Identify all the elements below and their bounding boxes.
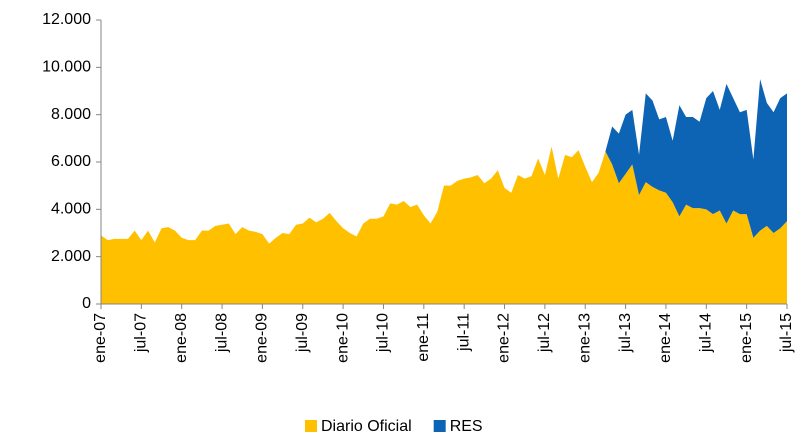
x-tick-label: ene-13	[576, 313, 593, 363]
y-tick-label: 2.000	[51, 248, 91, 265]
x-tick-label: jul-12	[536, 313, 553, 353]
x-tick-label: jul-10	[375, 313, 392, 353]
y-tick-label: 10.000	[42, 59, 91, 76]
legend-label: Diario Oficial	[321, 418, 412, 435]
x-tick-label: ene-14	[657, 313, 674, 363]
x-tick-label: ene-09	[254, 313, 271, 363]
x-tick-label: jul-09	[294, 313, 311, 353]
legend-swatch	[433, 420, 446, 432]
x-tick-label: ene-15	[738, 313, 755, 363]
y-tick-label: 4.000	[51, 201, 91, 218]
y-tick-label: 0	[82, 295, 91, 312]
x-tick-label: jul-13	[617, 313, 634, 353]
area	[101, 146, 787, 304]
legend-swatch	[305, 420, 317, 432]
x-tick-label: ene-12	[496, 313, 513, 363]
x-tick-label: ene-11	[415, 313, 432, 362]
x-tick-label: ene-07	[92, 313, 109, 363]
x-tick-label: ene-08	[173, 313, 190, 363]
x-tick-label: jul-07	[133, 313, 150, 353]
x-tick-label: jul-11	[455, 313, 472, 352]
x-tick-label: jul-15	[778, 313, 795, 353]
x-tick-label: ene-10	[334, 313, 351, 363]
area	[101, 79, 787, 244]
x-tick-label: jul-14	[698, 313, 715, 353]
y-tick-label: 8.000	[51, 106, 91, 123]
y-tick-label: 6.000	[51, 153, 91, 170]
x-tick-label: jul-08	[213, 313, 230, 353]
legend-label: RES	[450, 418, 483, 435]
y-tick-label: 12.000	[42, 11, 91, 28]
